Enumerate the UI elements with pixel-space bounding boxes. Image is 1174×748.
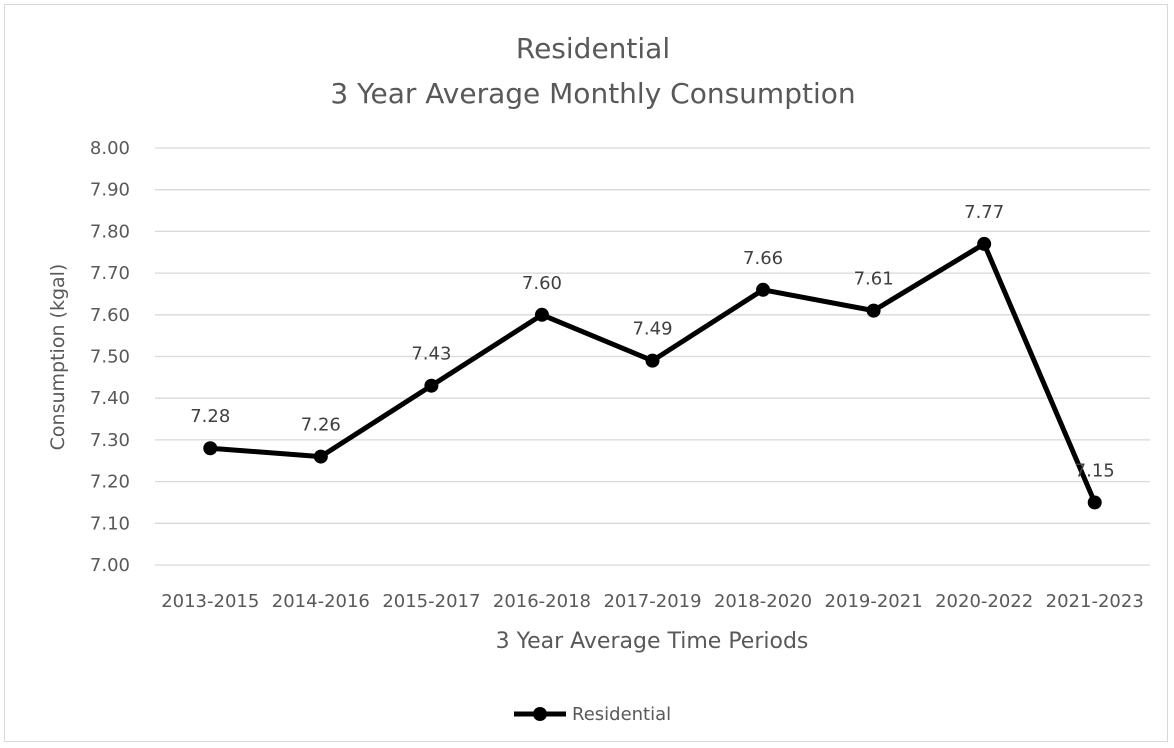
data-point: [977, 236, 992, 251]
chart-title-line-2: 3 Year Average Monthly Consumption: [330, 77, 855, 110]
x-tick-label: 2014-2016: [272, 591, 370, 612]
data-point: [203, 441, 218, 456]
data-label: 7.49: [632, 319, 672, 340]
chart-title-line-1: Residential: [516, 32, 670, 65]
gridlines: [155, 147, 1150, 566]
x-tick-label: 2016-2018: [493, 591, 591, 612]
data-point: [756, 282, 771, 297]
x-axis-ticks: 2013-2015 2014-2016 2015-2017 2016-2018 2017…: [161, 591, 1144, 612]
data-label: 7.61: [854, 269, 894, 290]
y-tick-label: 7.40: [90, 388, 130, 409]
y-tick-label: 7.20: [90, 472, 130, 493]
x-tick-label: 2018-2020: [714, 591, 812, 612]
data-label: 7.77: [964, 202, 1004, 223]
data-label: 7.28: [190, 406, 230, 427]
x-tick-label: 2017-2019: [603, 591, 701, 612]
chart-frame: [4, 4, 1168, 742]
data-label: 7.66: [743, 248, 783, 269]
legend-label-residential: Residential: [572, 704, 671, 725]
y-tick-label: 8.00: [90, 138, 130, 159]
series-line: [210, 241, 1098, 504]
data-point: [313, 449, 328, 464]
y-tick-label: 7.10: [90, 513, 130, 534]
data-point: [866, 303, 881, 318]
x-axis-title: 3 Year Average Time Periods: [496, 629, 809, 654]
x-tick-label: 2021-2023: [1046, 591, 1144, 612]
series-residential: [203, 236, 1102, 510]
x-tick-label: 2020-2022: [935, 591, 1033, 612]
x-tick-label: 2013-2015: [161, 591, 259, 612]
data-label: 7.43: [411, 344, 451, 365]
y-tick-label: 7.90: [90, 180, 130, 201]
x-tick-label: 2019-2021: [825, 591, 923, 612]
y-tick-label: 7.60: [90, 305, 130, 326]
legend: Residential: [514, 704, 671, 725]
y-tick-label: 7.30: [90, 430, 130, 451]
y-axis-ticks: 7.00 7.10 7.20 7.30 7.40 7.50 7.60 7.70 7.80 7.90…: [90, 138, 130, 576]
x-tick-label: 2015-2017: [382, 591, 480, 612]
y-tick-label: 7.70: [90, 263, 130, 284]
y-tick-label: 7.50: [90, 347, 130, 368]
data-point: [424, 378, 439, 393]
data-labels: 7.28 7.26 7.43 7.60 7.49 7.66 7.61 7.77 7.15: [190, 202, 1115, 482]
data-point: [534, 307, 549, 322]
y-tick-label: 7.00: [90, 555, 130, 576]
data-label: 7.26: [301, 415, 341, 436]
legend-marker-residential: [533, 707, 547, 721]
data-point: [645, 353, 660, 368]
y-tick-label: 7.80: [90, 221, 130, 242]
y-axis-title: Consumption (kgal): [47, 264, 69, 451]
data-label: 7.60: [522, 273, 562, 294]
data-point: [1087, 495, 1102, 510]
data-label: 7.15: [1075, 460, 1115, 481]
